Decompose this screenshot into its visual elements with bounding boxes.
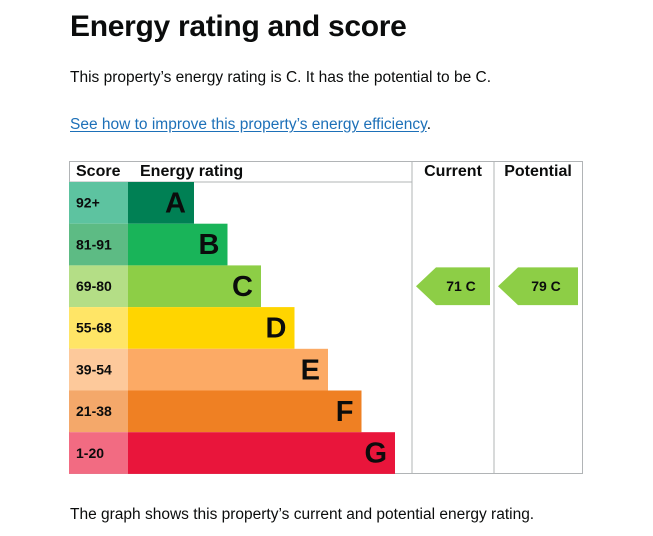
improve-link-paragraph: See how to improve this property’s energ… [70,116,431,134]
header-current: Current [424,163,482,180]
rating-letter-b: B [199,229,220,261]
header-score: Score [76,163,121,180]
rating-letter-c: C [232,271,253,303]
score-range-e: 39-54 [76,361,112,377]
score-cell-a [69,182,128,224]
current-arrow [416,267,490,306]
score-cell-f [69,390,128,433]
rating-bar-e [128,348,328,391]
rating-bar-a [128,182,194,224]
score-range-a: 92+ [76,195,100,211]
score-cell-e [69,348,128,391]
page-title: Energy rating and score [70,10,407,43]
rating-letter-g: G [364,438,387,470]
header-energy-rating: Energy rating [140,163,243,180]
rating-bar-d [128,307,295,349]
potential-arrow [498,267,578,306]
current-rating-label: 71 C [446,278,476,294]
score-cell-c [69,265,128,308]
rating-summary: This property’s energy rating is C. It h… [70,69,492,86]
link-suffix: . [426,116,431,133]
header-potential: Potential [504,163,572,180]
rating-bar-c [128,265,261,308]
energy-rating-chart: Score Energy rating Current Potential 92+ A 81… [69,161,583,474]
score-range-c: 69-80 [76,278,112,294]
score-range-d: 55-68 [76,320,112,336]
score-range-b: 81-91 [76,236,112,252]
improve-efficiency-link[interactable]: See how to improve this property’s energ… [70,116,427,133]
graph-caption: The graph shows this property’s current … [70,506,535,523]
rating-letter-d: D [266,313,287,345]
score-cell-g [69,432,128,474]
score-range-g: 1-20 [76,445,104,461]
rating-letter-a: A [165,188,186,220]
rating-letter-f: F [336,396,354,428]
rating-bar-b [128,223,228,266]
score-range-f: 21-38 [76,403,112,419]
rating-bar-f [128,390,362,433]
score-cell-d [69,307,128,349]
rating-letter-e: E [301,354,320,386]
rating-bar-g [128,432,395,474]
score-cell-b [69,223,128,266]
potential-rating-label: 79 C [531,278,561,294]
